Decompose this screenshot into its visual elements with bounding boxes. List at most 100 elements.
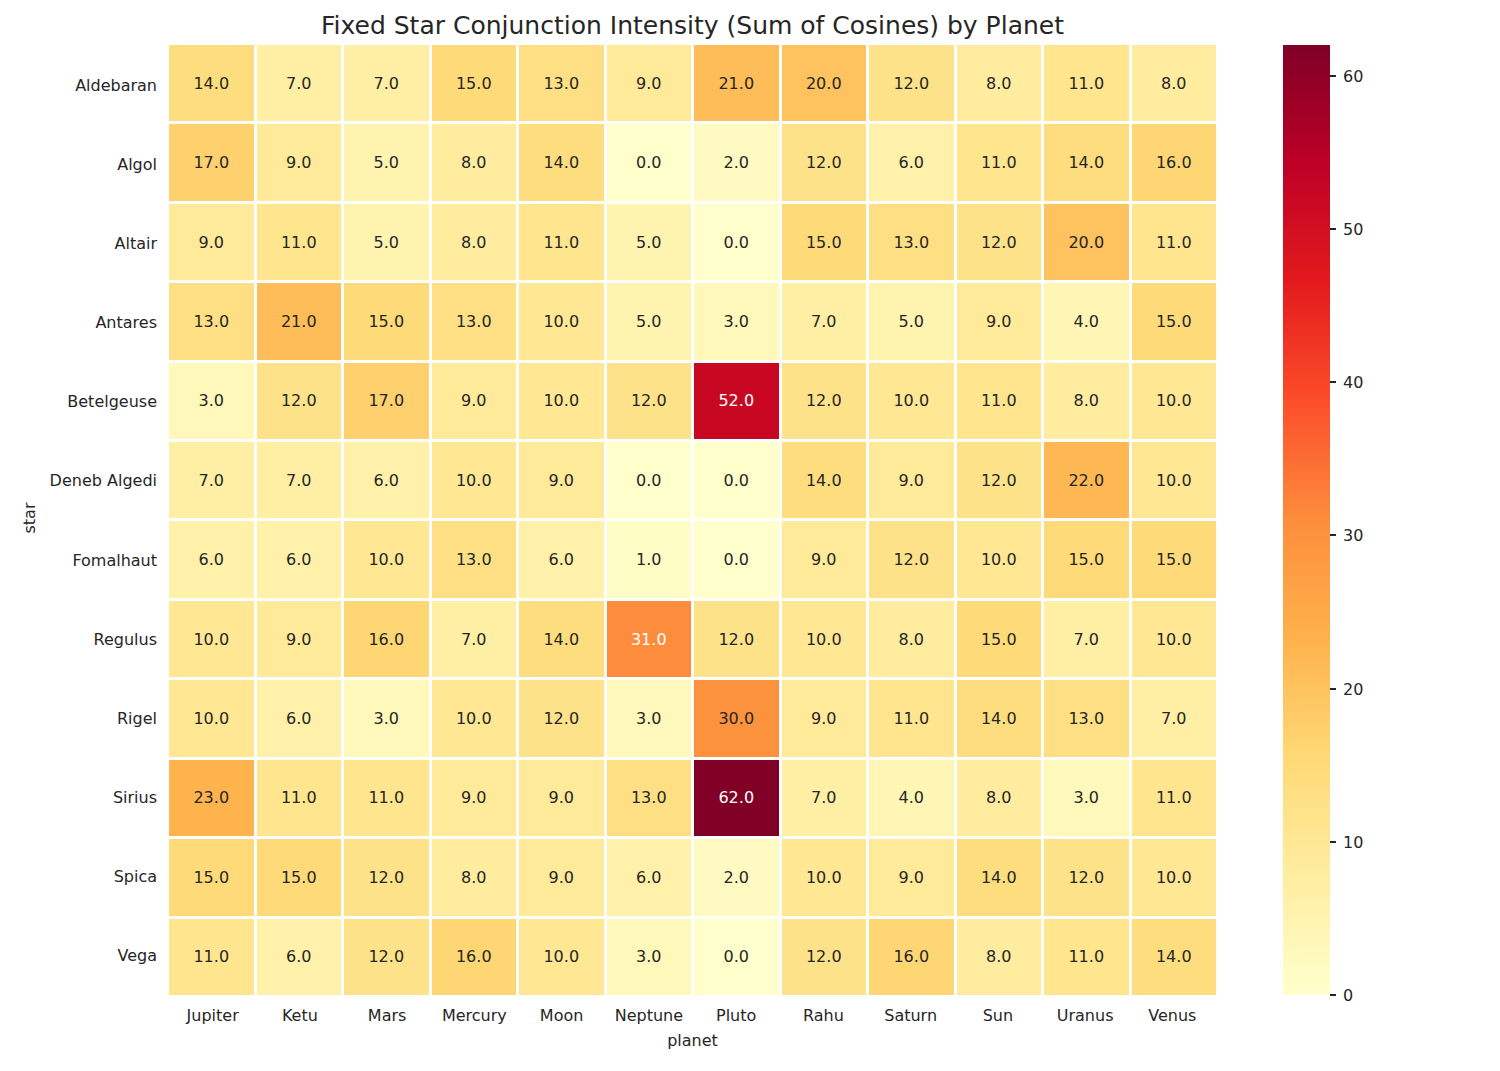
heatmap-cell: 11.0 [1044, 919, 1129, 995]
y-tick-label: Vega [117, 946, 157, 965]
heatmap-cell: 0.0 [694, 442, 779, 518]
x-tick-label: Mercury [442, 1006, 507, 1025]
heatmap-cell: 52.0 [694, 363, 779, 439]
heatmap-cell: 7.0 [782, 760, 867, 836]
heatmap-cell: 13.0 [869, 204, 954, 280]
x-tick-label: Pluto [716, 1006, 756, 1025]
y-tick-label: Deneb Algedi [50, 471, 157, 490]
heatmap-cell: 1.0 [607, 521, 692, 597]
heatmap-cell: 3.0 [694, 283, 779, 359]
heatmap-cell: 9.0 [519, 839, 604, 915]
colorbar-tick-mark [1330, 75, 1336, 77]
heatmap-cell: 10.0 [519, 919, 604, 995]
heatmap-cell: 8.0 [432, 124, 517, 200]
heatmap-cell: 12.0 [957, 442, 1042, 518]
heatmap-cell: 3.0 [344, 680, 429, 756]
y-tick-label: Aldebaran [75, 75, 157, 94]
heatmap-cell: 12.0 [957, 204, 1042, 280]
x-tick-label: Saturn [884, 1006, 937, 1025]
heatmap-cell: 7.0 [169, 442, 254, 518]
y-tick-label: Antares [95, 313, 157, 332]
heatmap-cell: 4.0 [869, 760, 954, 836]
heatmap-cell: 14.0 [519, 124, 604, 200]
heatmap-cell: 13.0 [169, 283, 254, 359]
heatmap-cell: 9.0 [257, 124, 342, 200]
heatmap-cell: 16.0 [344, 601, 429, 677]
heatmap-cell: 12.0 [1044, 839, 1129, 915]
x-tick-label: Neptune [615, 1006, 683, 1025]
heatmap-cell: 7.0 [257, 442, 342, 518]
heatmap-cell: 11.0 [257, 760, 342, 836]
heatmap-cell: 14.0 [1044, 124, 1129, 200]
heatmap-cell: 5.0 [607, 204, 692, 280]
heatmap-cell: 8.0 [957, 45, 1042, 121]
colorbar-ticks: 0102030405060 [1330, 45, 1420, 995]
heatmap-cell: 13.0 [607, 760, 692, 836]
x-tick-label: Jupiter [187, 1006, 239, 1025]
heatmap-grid: 14.07.07.015.013.09.021.020.012.08.011.0… [169, 45, 1216, 995]
heatmap-cell: 12.0 [607, 363, 692, 439]
heatmap-cell: 21.0 [694, 45, 779, 121]
heatmap-cell: 9.0 [869, 442, 954, 518]
x-tick-label: Uranus [1057, 1006, 1114, 1025]
heatmap-cell: 14.0 [957, 839, 1042, 915]
heatmap-cell: 15.0 [1044, 521, 1129, 597]
heatmap-cell: 13.0 [1044, 680, 1129, 756]
heatmap-cell: 10.0 [432, 680, 517, 756]
heatmap-cell: 15.0 [344, 283, 429, 359]
colorbar-tick-label: 10 [1343, 832, 1363, 851]
heatmap-cell: 10.0 [1132, 363, 1217, 439]
y-tick-label: Betelgeuse [67, 392, 157, 411]
heatmap-cell: 6.0 [607, 839, 692, 915]
heatmap-cell: 9.0 [519, 760, 604, 836]
heatmap-cell: 11.0 [1132, 204, 1217, 280]
heatmap-cell: 9.0 [782, 680, 867, 756]
heatmap-cell: 17.0 [169, 124, 254, 200]
heatmap-cell: 15.0 [782, 204, 867, 280]
x-tick-label: Sun [983, 1006, 1013, 1025]
heatmap-cell: 6.0 [257, 680, 342, 756]
x-tick-labels: JupiterKetuMarsMercuryMoonNeptunePlutoRa… [169, 1006, 1216, 1028]
heatmap-cell: 4.0 [1044, 283, 1129, 359]
heatmap-cell: 17.0 [344, 363, 429, 439]
heatmap-cell: 9.0 [869, 839, 954, 915]
heatmap-cell: 0.0 [607, 442, 692, 518]
heatmap-cell: 11.0 [519, 204, 604, 280]
heatmap-cell: 13.0 [432, 283, 517, 359]
heatmap-cell: 14.0 [957, 680, 1042, 756]
colorbar-tick-mark [1330, 841, 1336, 843]
heatmap-cell: 3.0 [169, 363, 254, 439]
heatmap-cell: 8.0 [1044, 363, 1129, 439]
colorbar-tick-label: 40 [1343, 373, 1363, 392]
heatmap-cell: 30.0 [694, 680, 779, 756]
chart-title: Fixed Star Conjunction Intensity (Sum of… [169, 11, 1216, 40]
heatmap-cell: 8.0 [869, 601, 954, 677]
heatmap-cell: 9.0 [782, 521, 867, 597]
heatmap-cell: 7.0 [257, 45, 342, 121]
heatmap-cell: 10.0 [957, 521, 1042, 597]
heatmap-cell: 2.0 [694, 124, 779, 200]
heatmap-cell: 12.0 [869, 521, 954, 597]
heatmap-cell: 5.0 [869, 283, 954, 359]
y-tick-labels: AldebaranAlgolAltairAntaresBetelgeuseDen… [0, 45, 157, 995]
heatmap-cell: 14.0 [169, 45, 254, 121]
heatmap-cell: 15.0 [169, 839, 254, 915]
heatmap-cell: 6.0 [519, 521, 604, 597]
heatmap-cell: 10.0 [1132, 839, 1217, 915]
heatmap-cell: 10.0 [169, 601, 254, 677]
heatmap-cell: 7.0 [432, 601, 517, 677]
heatmap-cell: 10.0 [782, 601, 867, 677]
heatmap-cell: 11.0 [344, 760, 429, 836]
heatmap-cell: 7.0 [1044, 601, 1129, 677]
heatmap-cell: 2.0 [694, 839, 779, 915]
heatmap-cell: 9.0 [519, 442, 604, 518]
heatmap-cell: 15.0 [1132, 521, 1217, 597]
x-tick-label: Moon [540, 1006, 584, 1025]
heatmap-cell: 31.0 [607, 601, 692, 677]
heatmap-cell: 6.0 [344, 442, 429, 518]
heatmap-cell: 12.0 [519, 680, 604, 756]
colorbar-tick-label: 60 [1343, 66, 1363, 85]
heatmap-cell: 14.0 [519, 601, 604, 677]
heatmap-cell: 16.0 [869, 919, 954, 995]
heatmap-cell: 9.0 [432, 363, 517, 439]
